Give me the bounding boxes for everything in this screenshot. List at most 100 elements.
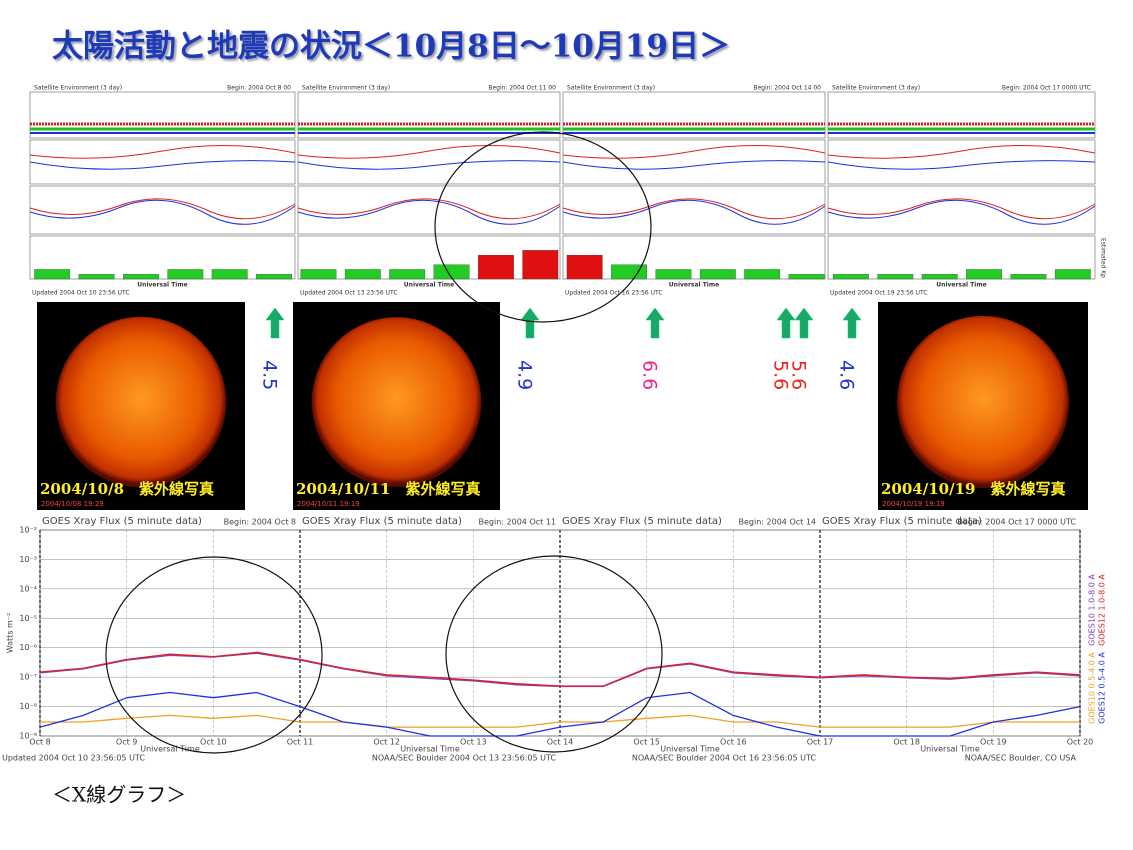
kp-bar bbox=[211, 269, 248, 280]
quake-magnitude: 6.6 bbox=[639, 360, 661, 390]
electron-trace bbox=[827, 160, 1096, 170]
kp-bar bbox=[433, 264, 470, 280]
x-tick-label: Oct 11 bbox=[287, 738, 314, 747]
kp-bar bbox=[389, 269, 426, 280]
panel-updated: Updated 2004 Oct 13 23:56 UTC bbox=[300, 290, 398, 297]
panel-frame bbox=[827, 235, 1096, 280]
chart-title: GOES Xray Flux (5 minute data) bbox=[562, 516, 722, 527]
panel-frame bbox=[562, 235, 826, 280]
panel-title: Satellite Environment (3 day) bbox=[567, 85, 655, 92]
kp-bar bbox=[921, 274, 958, 280]
earthquakes: 4.5 4.9 6.6 5.65.6 4.6 bbox=[259, 307, 862, 390]
series-line bbox=[39, 651, 1081, 687]
electron-trace bbox=[297, 160, 561, 170]
kp-bar bbox=[611, 264, 647, 280]
kp-bar bbox=[788, 274, 825, 280]
panel-xlabel: Universal Time bbox=[404, 282, 454, 289]
quake-magnitude: 4.5 bbox=[259, 360, 281, 390]
panel-updated: Updated 2004 Oct 19 23:56 UTC bbox=[830, 290, 928, 297]
y-tick-label: 10⁻⁴ bbox=[19, 584, 37, 593]
x-axis-label: Universal Time bbox=[920, 745, 980, 754]
satellite-panels: Satellite Environment (3 day) Begin: 2004… bbox=[29, 85, 1107, 297]
kp-bar bbox=[478, 254, 514, 280]
chart-begin: Begin: 2004 Oct 14 bbox=[739, 518, 816, 527]
panel-updated: Updated 2004 Oct 10 23:56 UTC bbox=[32, 290, 130, 297]
y-tick-label: 10⁻⁵ bbox=[19, 614, 37, 623]
sun-stamp: 2004/10/08 19:29 bbox=[41, 500, 104, 508]
hp-trace bbox=[297, 199, 561, 225]
panel-frame bbox=[827, 91, 1096, 139]
quake-arrow bbox=[265, 307, 285, 339]
highlight-circle bbox=[445, 555, 663, 753]
kp-bar bbox=[655, 269, 692, 280]
x-tick-label: Oct 16 bbox=[720, 738, 747, 747]
electron-trace bbox=[29, 145, 296, 159]
panel-xlabel: Universal Time bbox=[137, 282, 187, 289]
kp-bar bbox=[1054, 269, 1091, 280]
sun-stamp: 2004/10/19 19:19 bbox=[882, 500, 945, 508]
xray-chart: 10⁻⁹ 10⁻⁸ 10⁻⁷ 10⁻⁶ 10⁻⁵ 10⁻⁴ 10⁻³ 10⁻² Oct 8 Oct… bbox=[2, 516, 1107, 763]
chart-footer: NOAA/SEC Boulder, CO USA bbox=[965, 754, 1077, 763]
panel-frame bbox=[562, 91, 826, 139]
hp-trace bbox=[29, 198, 296, 220]
chart-footer: NOAA/SEC Boulder 2004 Oct 13 23:56:05 UT… bbox=[372, 754, 557, 763]
hp-trace bbox=[562, 199, 826, 225]
panel-title: Satellite Environment (3 day) bbox=[34, 85, 122, 92]
x-tick-label: Oct 18 bbox=[893, 738, 920, 747]
sun-disk bbox=[55, 316, 227, 488]
series-line bbox=[39, 691, 1081, 737]
quake-magnitude: 4.9 bbox=[514, 360, 536, 390]
panel-frame bbox=[29, 91, 296, 139]
sun-label: 2004/10/11 紫外線写真 bbox=[296, 480, 480, 498]
panel-begin: Begin: 2004 Oct 11 00 bbox=[488, 85, 556, 92]
x-tick-label: Oct 15 bbox=[633, 738, 660, 747]
x-tick-label: Oct 17 bbox=[807, 738, 834, 747]
y-tick-label: 10⁻² bbox=[19, 526, 37, 535]
y-tick-label: 10⁻⁶ bbox=[19, 643, 37, 652]
highlight-circle bbox=[105, 556, 323, 754]
kp-ylabel: Estimated Kp bbox=[1100, 238, 1107, 278]
x-tick-label: Oct 13 bbox=[460, 738, 487, 747]
sun-disk bbox=[311, 317, 482, 487]
y-tick-label: 10⁻³ bbox=[19, 555, 37, 564]
quake-magnitude: 5.6 bbox=[770, 360, 792, 390]
kp-bar bbox=[300, 269, 337, 280]
kp-bar bbox=[123, 274, 159, 280]
hp-trace bbox=[297, 198, 561, 220]
x-tick-label: Oct 20 bbox=[1067, 738, 1094, 747]
x-tick-label: Oct 19 bbox=[980, 738, 1007, 747]
panel-frame bbox=[29, 185, 296, 235]
sun-label: 2004/10/8 紫外線写真 bbox=[40, 480, 214, 498]
chart-footer: Updated 2004 Oct 10 23:56:05 UTC bbox=[2, 754, 145, 763]
x-axis-label: Universal Time bbox=[140, 745, 200, 754]
panel-frame bbox=[29, 235, 296, 280]
x-axis-label: Universal Time bbox=[660, 745, 720, 754]
chart-footer: NOAA/SEC Boulder 2004 Oct 16 23:56:05 UT… bbox=[632, 754, 817, 763]
kp-bar bbox=[256, 274, 292, 280]
chart-title: GOES Xray Flux (5 minute data) bbox=[42, 516, 202, 527]
y-axis-label: Watts m⁻² bbox=[6, 613, 15, 654]
x-tick-label: Oct 14 bbox=[547, 738, 574, 747]
sun-disk bbox=[896, 315, 1070, 489]
legend-entry: GOES10 0.5-4.0 A bbox=[1088, 652, 1097, 724]
electron-trace bbox=[827, 145, 1096, 159]
quake-magnitude: 5.6 bbox=[788, 360, 810, 390]
panel-begin: Begin: 2004 Oct 17 0000 UTC bbox=[1002, 85, 1091, 92]
hp-trace bbox=[29, 199, 296, 225]
kp-bar bbox=[344, 269, 381, 280]
kp-bar bbox=[744, 269, 781, 280]
slide-title: 太陽活動と地震の状況＜10月8日～10月19日＞ bbox=[52, 29, 730, 65]
electron-trace bbox=[297, 145, 561, 159]
panel-title: Satellite Environment (3 day) bbox=[302, 85, 390, 92]
hp-trace bbox=[827, 198, 1096, 220]
chart-begin: Begin: 2004 Oct 8 bbox=[224, 518, 296, 527]
chart-title: GOES Xray Flux (5 minute data) bbox=[302, 516, 462, 527]
panel-xlabel: Universal Time bbox=[936, 282, 986, 289]
sun-label: 2004/10/19 紫外線写真 bbox=[881, 480, 1065, 498]
x-tick-label: Oct 12 bbox=[373, 738, 400, 747]
electron-trace bbox=[562, 160, 826, 170]
quake-arrow bbox=[645, 307, 665, 339]
quake-arrow bbox=[842, 307, 862, 339]
